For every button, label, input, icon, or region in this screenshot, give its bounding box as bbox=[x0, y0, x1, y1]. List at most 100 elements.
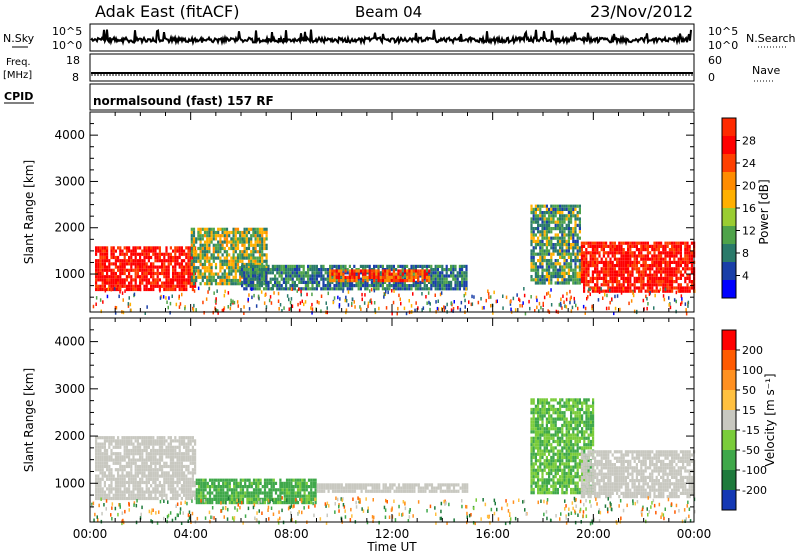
power-cell bbox=[190, 253, 193, 257]
power-clutter-cell bbox=[563, 300, 565, 304]
power-cell bbox=[406, 269, 409, 273]
velocity-cell bbox=[534, 459, 537, 463]
power-cell bbox=[666, 244, 669, 248]
power-cell bbox=[333, 272, 336, 276]
power-cell bbox=[611, 270, 614, 274]
velocity-cell bbox=[281, 501, 284, 505]
power-cell bbox=[646, 241, 649, 245]
power-cell bbox=[548, 211, 551, 215]
power-cell bbox=[559, 230, 562, 234]
power-clutter-cell bbox=[434, 293, 436, 297]
velocity-cell bbox=[161, 464, 164, 469]
power-cell bbox=[185, 265, 188, 269]
power-cell bbox=[677, 289, 680, 293]
velocity-cell bbox=[279, 491, 282, 495]
power-cell bbox=[609, 241, 612, 245]
velocity-cell bbox=[279, 497, 282, 501]
velocity-cell bbox=[172, 464, 175, 469]
velocity-cell bbox=[204, 494, 207, 498]
velocity-cell bbox=[189, 493, 192, 497]
velocity-cell bbox=[222, 488, 225, 492]
power-cell bbox=[293, 271, 296, 275]
velocity-cell bbox=[178, 468, 181, 472]
power-cell bbox=[532, 236, 535, 240]
power-cell bbox=[388, 279, 391, 283]
power-cell bbox=[578, 220, 581, 224]
power-cell bbox=[197, 259, 200, 263]
power-cell bbox=[261, 253, 264, 257]
power-cell bbox=[267, 264, 270, 268]
power-cell bbox=[156, 278, 159, 282]
velocity-cell bbox=[123, 436, 126, 440]
velocity-cell bbox=[125, 471, 128, 475]
velocity-cell bbox=[213, 494, 216, 498]
velocity-cell bbox=[106, 439, 109, 443]
power-cell bbox=[686, 267, 689, 271]
power-cell bbox=[241, 234, 244, 238]
power-cell bbox=[432, 284, 435, 288]
power-cell bbox=[183, 284, 186, 288]
velocity-cell bbox=[141, 452, 144, 456]
velocity-cell bbox=[336, 489, 339, 493]
power-cell bbox=[559, 236, 562, 240]
power-cell bbox=[655, 267, 658, 271]
power-cell bbox=[214, 234, 218, 238]
velocity-cell bbox=[331, 486, 335, 490]
power-cell bbox=[541, 246, 544, 250]
power-cell bbox=[657, 251, 660, 255]
power-cell bbox=[640, 241, 643, 245]
power-cell bbox=[421, 272, 424, 276]
power-cell bbox=[430, 271, 433, 275]
power-cell bbox=[543, 230, 546, 234]
power-cell bbox=[106, 259, 109, 263]
power-cell bbox=[436, 274, 439, 278]
power-cell bbox=[163, 255, 166, 260]
power-cell bbox=[677, 276, 680, 280]
velocity-cell bbox=[128, 490, 131, 494]
power-clutter-cell bbox=[364, 293, 366, 297]
power-cell bbox=[379, 271, 382, 275]
velocity-cell bbox=[174, 436, 177, 440]
power-cell bbox=[377, 279, 380, 283]
power-cell bbox=[541, 249, 544, 253]
power-cell bbox=[263, 282, 266, 286]
power-cell bbox=[203, 227, 207, 231]
power-cell bbox=[631, 254, 634, 258]
power-cell bbox=[660, 251, 663, 255]
power-clutter-cell bbox=[290, 287, 293, 291]
power-cell bbox=[252, 256, 255, 260]
power-cell bbox=[161, 252, 164, 256]
velocity-cell bbox=[450, 489, 453, 493]
velocity-cell bbox=[121, 468, 124, 472]
power-cell bbox=[556, 236, 559, 240]
power-cell bbox=[580, 257, 583, 261]
power-clutter-cell bbox=[257, 294, 260, 299]
velocity-cell bbox=[424, 489, 427, 493]
velocity-cell bbox=[156, 484, 159, 488]
power-clutter-cell bbox=[575, 303, 577, 308]
power-cell bbox=[600, 276, 603, 280]
velocity-cell bbox=[152, 458, 155, 462]
power-clutter-cell bbox=[577, 306, 579, 311]
power-cell bbox=[578, 236, 581, 240]
power-clutter-cell bbox=[127, 302, 130, 306]
power-cell bbox=[256, 243, 259, 247]
power-cell bbox=[139, 246, 142, 250]
velocity-cell bbox=[169, 477, 172, 481]
power-clutter-cell bbox=[277, 299, 280, 303]
velocity-cell bbox=[213, 485, 216, 489]
power-cell bbox=[154, 271, 157, 276]
velocity-cell bbox=[147, 480, 150, 485]
power-cell bbox=[664, 276, 667, 280]
velocity-cell bbox=[183, 439, 186, 443]
power-cell bbox=[243, 237, 246, 241]
velocity-cell bbox=[539, 439, 542, 444]
velocity-cell bbox=[255, 501, 258, 505]
power-cell bbox=[201, 262, 204, 267]
power-cell bbox=[241, 240, 244, 244]
power-cell bbox=[337, 287, 340, 291]
velocity-cell bbox=[110, 496, 113, 501]
velocity-cell bbox=[145, 442, 148, 446]
velocity-cell bbox=[136, 436, 139, 440]
velocity-cell bbox=[145, 487, 148, 491]
